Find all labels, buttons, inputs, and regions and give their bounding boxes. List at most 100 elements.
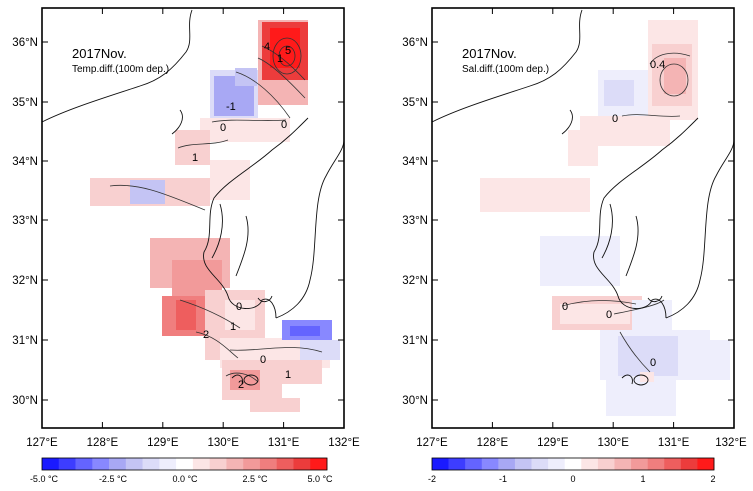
right-map-panel: 2017Nov. Sal.diff.(100m dep.) 0.4 0 0 0 … — [402, 7, 747, 484]
contour-label: 0 — [220, 122, 226, 134]
y-tick-label: 32°N — [12, 275, 38, 287]
contour-label: 0 — [562, 301, 568, 313]
contour-label: 2 — [238, 379, 244, 391]
x-tick-label: 132°E — [328, 437, 360, 449]
right-coastline — [431, 9, 735, 386]
y-tick-label: 32°N — [402, 275, 428, 287]
contour-label: 4 — [264, 41, 270, 53]
colorbar-label: 0 — [570, 474, 575, 484]
right-y-axis: 36°N 35°N 34°N 33°N 32°N 31°N 30°N — [402, 37, 734, 407]
colorbar-swatch — [310, 458, 328, 470]
left-colorbar — [41, 457, 328, 471]
x-tick-label: 130°E — [207, 437, 239, 449]
x-tick-label: 127°E — [416, 437, 448, 449]
contour-label: 1 — [285, 369, 291, 381]
x-tick-label: 129°E — [147, 437, 179, 449]
colorbar-swatch — [109, 458, 127, 470]
left-panel-title: 2017Nov. — [72, 46, 127, 61]
colorbar-label: -1 — [499, 474, 507, 484]
right-x-axis: 127°E 128°E 129°E 130°E 131°E 132°E — [416, 8, 747, 449]
right-contour-labels: 0.4 0 0 0 0 — [562, 59, 665, 369]
colorbar-swatch — [697, 458, 715, 470]
colorbar-frame — [431, 457, 715, 471]
colorbar-swatch — [243, 458, 261, 470]
colorbar-swatch — [226, 458, 244, 470]
contour-label: 0 — [281, 119, 287, 131]
left-colorbar-labels: -5.0 °C -2.5 °C 0.0 °C 2.5 °C 5.0 °C — [30, 474, 333, 484]
x-tick-label: 130°E — [597, 437, 629, 449]
y-tick-label: 36°N — [12, 37, 38, 49]
colorbar-swatch — [531, 458, 549, 470]
left-panel-subtitle: Temp.diff.(100m dep.) — [72, 64, 169, 75]
contour-label: 0 — [260, 354, 266, 366]
contour-label: 0 — [236, 301, 242, 313]
y-tick-label: 31°N — [402, 335, 428, 347]
colorbar-label: 0.0 °C — [172, 474, 198, 484]
x-tick-label: 132°E — [715, 437, 747, 449]
colorbar-swatch — [564, 458, 582, 470]
colorbar-label: 1 — [640, 474, 645, 484]
right-colorbar-labels: -2 -1 0 1 2 — [428, 474, 716, 484]
colorbar-swatch — [259, 458, 277, 470]
y-tick-label: 33°N — [12, 215, 38, 227]
right-colorbar — [431, 457, 715, 471]
x-tick-label: 128°E — [87, 437, 119, 449]
colorbar-swatch — [631, 458, 648, 470]
contour-label: 1 — [230, 321, 236, 333]
colorbar-swatch — [664, 458, 682, 470]
colorbar-swatch — [92, 458, 110, 470]
colorbar-swatch — [176, 458, 194, 470]
colorbar-swatch — [448, 458, 466, 470]
colorbar-swatch — [209, 458, 227, 470]
colorbar-swatch — [647, 458, 665, 470]
left-coastline — [41, 9, 345, 386]
colorbar-label: 2 — [710, 474, 715, 484]
right-panel-title: 2017Nov. — [462, 46, 517, 61]
contour-label: 5 — [285, 45, 291, 57]
x-tick-label: 131°E — [658, 437, 690, 449]
y-tick-label: 30°N — [402, 395, 428, 407]
colorbar-label: 2.5 °C — [242, 474, 268, 484]
y-tick-label: 35°N — [402, 97, 428, 109]
colorbar-swatch — [192, 458, 210, 470]
colorbar-label: -2 — [428, 474, 436, 484]
colorbar-swatch — [159, 458, 177, 470]
colorbar-swatch — [498, 458, 516, 470]
x-tick-label: 128°E — [477, 437, 509, 449]
y-tick-label: 30°N — [12, 395, 38, 407]
colorbar-label: -2.5 °C — [99, 474, 128, 484]
contour-label: 0 — [606, 309, 612, 321]
colorbar-swatch — [581, 458, 599, 470]
left-y-axis: 36°N 35°N 34°N 33°N 32°N 31°N 30°N — [12, 37, 344, 407]
contour-label: 1 — [192, 152, 198, 164]
contour-label: -1 — [226, 101, 236, 113]
contour-label: 1 — [277, 53, 283, 65]
colorbar-swatch — [293, 458, 311, 470]
right-panel-subtitle: Sal.diff.(100m dep.) — [462, 64, 549, 75]
colorbar-label: -5.0 °C — [30, 474, 59, 484]
colorbar-frame — [41, 457, 328, 471]
colorbar-swatch — [614, 458, 632, 470]
colorbar-swatch — [548, 458, 566, 470]
contour-label: 0.4 — [650, 59, 665, 71]
colorbar-swatch — [680, 458, 698, 470]
colorbar-swatch — [597, 458, 615, 470]
colorbar-swatch — [75, 458, 93, 470]
colorbar-swatch — [276, 458, 294, 470]
colorbar-swatch — [481, 458, 499, 470]
left-contours — [109, 37, 323, 383]
colorbar-swatch — [514, 458, 532, 470]
colorbar-swatch — [432, 458, 449, 470]
colorbar-label: 5.0 °C — [307, 474, 333, 484]
contour-label: 0 — [612, 113, 618, 125]
left-map-frame — [41, 7, 345, 429]
x-tick-label: 131°E — [268, 437, 300, 449]
colorbar-swatch — [42, 458, 60, 470]
y-tick-label: 34°N — [12, 156, 38, 168]
y-tick-label: 33°N — [402, 215, 428, 227]
colorbar-swatch — [125, 458, 143, 470]
y-tick-label: 34°N — [402, 156, 428, 168]
colorbar-swatch — [142, 458, 160, 470]
y-tick-label: 36°N — [402, 37, 428, 49]
